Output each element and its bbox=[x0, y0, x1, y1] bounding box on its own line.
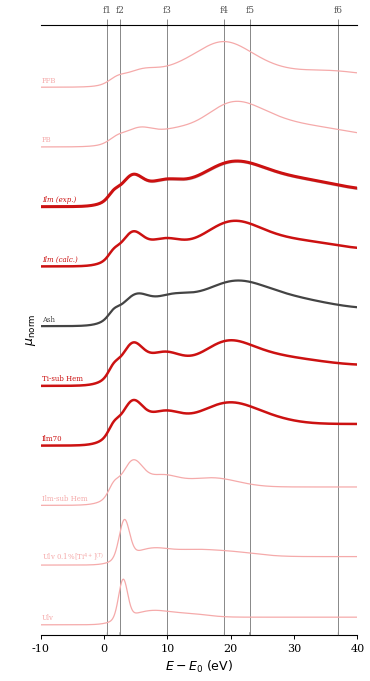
Text: Ilm-sub Hem: Ilm-sub Hem bbox=[42, 495, 88, 503]
Text: PB: PB bbox=[42, 136, 52, 144]
Text: Ilm70: Ilm70 bbox=[42, 435, 63, 443]
Y-axis label: $\mu_\mathrm{norm}$: $\mu_\mathrm{norm}$ bbox=[24, 314, 38, 346]
X-axis label: $E - E_0\ \mathrm{(eV)}$: $E - E_0\ \mathrm{(eV)}$ bbox=[165, 659, 233, 676]
Text: Ash: Ash bbox=[42, 316, 55, 323]
Text: Ulv 0.1%[Ti$^{4+}$]$^{(T)}$: Ulv 0.1%[Ti$^{4+}$]$^{(T)}$ bbox=[42, 551, 104, 563]
Text: Ti-sub Hem: Ti-sub Hem bbox=[42, 375, 83, 383]
Text: PFB: PFB bbox=[42, 77, 57, 84]
Text: Ulv: Ulv bbox=[42, 614, 54, 622]
Text: Ilm (exp.): Ilm (exp.) bbox=[42, 196, 76, 204]
Text: Ilm (calc.): Ilm (calc.) bbox=[42, 256, 78, 264]
